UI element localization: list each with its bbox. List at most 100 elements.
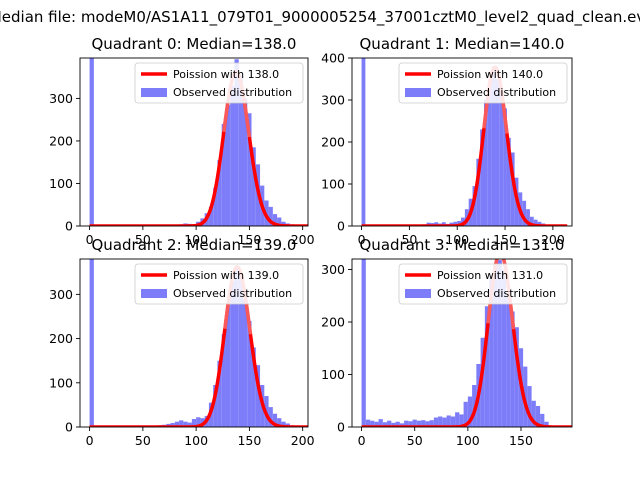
histogram-bar [441, 222, 446, 226]
y-tick-label: 300 [321, 93, 345, 108]
subplot-grid: 0 50 100 150 200 0 100 200 300 Quadrant 0: Median… [49, 35, 573, 448]
legend-label-poisson: Poission with 138.0 [173, 68, 279, 81]
histogram-bar [225, 305, 231, 427]
x-tick-label: 0 [358, 433, 366, 448]
histogram-bar [484, 100, 488, 226]
histogram-bar [540, 413, 545, 427]
histogram-bar [421, 420, 426, 427]
histogram-bar [491, 66, 496, 226]
histogram-bar [272, 413, 278, 427]
histogram-bar [461, 217, 465, 226]
histogram-bar [487, 81, 492, 226]
histogram-bar [416, 420, 422, 427]
histogram-bar [89, 58, 94, 226]
x-tick-label: 200 [291, 232, 315, 247]
histogram-bar [230, 281, 235, 427]
y-tick-label: 0 [337, 420, 345, 435]
histogram-bar [179, 420, 184, 427]
histogram-bar [526, 209, 530, 226]
x-tick-label: 0 [86, 433, 94, 448]
legend-label-poisson: Poission with 131.0 [437, 269, 543, 282]
y-tick-label: 300 [49, 287, 73, 302]
histogram-bar [208, 206, 214, 226]
histogram-bar [399, 423, 405, 427]
histogram-bar [522, 200, 527, 226]
histogram-bar [277, 217, 282, 226]
x-tick-label: 50 [407, 433, 423, 448]
histogram-bar [268, 206, 273, 226]
histogram-bar [378, 419, 383, 427]
histogram-bar [412, 419, 417, 427]
legend-bar-swatch [141, 289, 167, 298]
histogram-bar [238, 274, 244, 427]
legend-label-poisson: Poission with 140.0 [437, 68, 543, 81]
histogram-bar [247, 320, 252, 427]
histogram-bar [450, 416, 456, 427]
legend-box [134, 62, 304, 104]
histogram-bar [506, 137, 511, 226]
plot-area [88, 259, 308, 427]
histogram-bar [484, 306, 490, 427]
subplot-title: Quadrant 3: Median=131.0 [360, 236, 565, 254]
histogram-bar [174, 421, 180, 427]
histogram-bar [213, 385, 218, 427]
histogram-bar [476, 158, 481, 226]
legend-bar-swatch [405, 88, 431, 97]
histogram-bar [230, 85, 235, 226]
x-tick-label: 100 [184, 232, 208, 247]
histogram-bar [495, 79, 500, 226]
histogram-bar [234, 268, 239, 427]
subplot-title: Quadrant 2: Median=139.0 [92, 236, 297, 254]
histogram-bar [463, 401, 468, 427]
histogram-bar [453, 221, 458, 226]
histogram-bar [391, 422, 396, 427]
poisson-curve [88, 70, 308, 226]
histogram-bar [472, 186, 477, 226]
histogram-bar [506, 295, 511, 427]
histogram-bar [531, 400, 536, 427]
histogram-bar [187, 422, 192, 427]
histogram-bar [455, 412, 460, 427]
histogram-bar [408, 421, 413, 427]
histogram-bar [457, 220, 462, 226]
plot-area [360, 58, 569, 226]
histogram-bar [510, 311, 515, 427]
histogram-bar [370, 420, 375, 427]
histogram-bar [510, 152, 515, 226]
histogram-bar [277, 418, 282, 427]
x-tick-label: 100 [184, 433, 208, 448]
legend: Poission with 140.0 Observed distribution [398, 62, 568, 104]
histogram-bar [382, 422, 388, 427]
histogram-bar [365, 419, 371, 427]
y-tick-label: 400 [321, 51, 345, 66]
legend-label-observed: Observed distribution [173, 287, 292, 300]
histogram-bar [489, 277, 494, 427]
x-tick-label: 200 [291, 433, 315, 448]
histogram-bar [499, 91, 504, 226]
histogram-bar [225, 104, 231, 226]
histogram-bar [191, 419, 197, 427]
legend-box [398, 263, 568, 305]
legend-label-observed: Observed distribution [437, 287, 556, 300]
histogram-bar [221, 123, 226, 226]
histogram-bar [196, 417, 201, 427]
histogram-bar [497, 260, 502, 427]
histogram-bar [281, 421, 286, 427]
histogram-bar [442, 417, 447, 427]
histogram-bar [467, 396, 473, 427]
legend-label-observed: Observed distribution [437, 86, 556, 99]
x-tick-label: 0 [86, 232, 94, 247]
x-tick-label: 150 [509, 433, 533, 448]
x-tick-label: 50 [135, 433, 151, 448]
axes-frame [351, 258, 573, 428]
subplot-title: Quadrant 0: Median=138.0 [92, 35, 297, 53]
histogram-bar [434, 222, 439, 226]
histogram-bar [374, 421, 379, 427]
y-tick-label: 200 [321, 315, 345, 330]
histogram-bar [493, 264, 498, 427]
histogram-bar [213, 187, 218, 226]
histogram-bar [529, 216, 534, 226]
x-tick-label: 0 [358, 232, 366, 247]
y-tick-label: 300 [321, 262, 345, 277]
subplot-q2: 0 50 100 150 200 0 100 200 300 Quadrant 2: Median… [49, 236, 315, 448]
